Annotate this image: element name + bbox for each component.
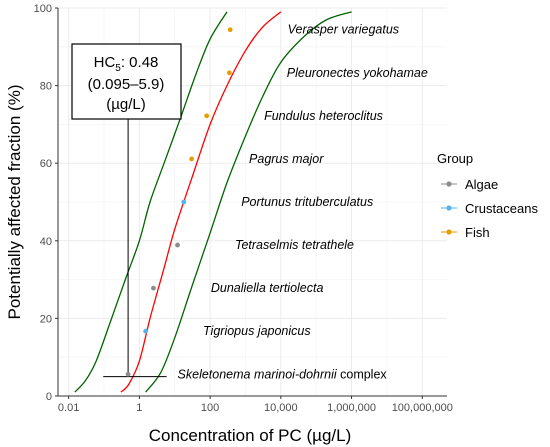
curves — [74, 11, 352, 393]
hc5-annotation: HC5: 0.48 (0.095–5.9) (µg/L) — [71, 43, 182, 120]
y-tick-label: 60 — [40, 158, 52, 170]
hc5-subscript: 5 — [115, 63, 121, 74]
hc5-unit: (µg/L) — [106, 96, 146, 113]
species-point — [181, 199, 187, 205]
y-tick-label: 40 — [40, 236, 52, 248]
axes: 0.01 1 100 10,000 1,000,000 100,000,000 0 20 40 6… — [34, 3, 453, 414]
species-label: Tetraselmis tetrathele — [235, 238, 354, 252]
lower-confidence-curve — [74, 11, 228, 393]
svg-text:HC5: 0.48: HC5: 0.48 — [94, 54, 159, 74]
legend-key-dot — [446, 181, 452, 187]
hc5-lines — [103, 119, 167, 378]
species-point — [227, 27, 233, 33]
legend: Group Algae Crustaceans Fish — [437, 151, 538, 240]
y-tick-label: 20 — [40, 313, 52, 325]
species-label: Skeletonema marinoi-dohrnii complex — [178, 367, 388, 381]
y-tick-label: 80 — [40, 81, 52, 93]
species-labels: Skeletonema marinoi-dohrnii complex Tigri… — [178, 23, 428, 382]
legend-label: Algae — [465, 177, 498, 192]
species-label: Dunaliella tertiolecta — [211, 281, 324, 295]
x-tick-label: 0.01 — [58, 402, 79, 414]
species-label: Fundulus heteroclitus — [264, 109, 383, 123]
legend-label: Fish — [465, 225, 490, 240]
x-axis-title: Concentration of PC (µg/L) — [149, 426, 352, 445]
x-tick-label: 10,000 — [264, 402, 298, 414]
hc5-value: : 0.48 — [121, 54, 159, 71]
species-point — [226, 70, 232, 76]
y-tick-label: 0 — [46, 391, 52, 403]
species-point — [204, 113, 210, 119]
species-point — [151, 285, 156, 291]
species-point — [189, 156, 195, 162]
x-tick-label: 100 — [201, 402, 219, 414]
species-label: Verasper variegatus — [288, 23, 399, 37]
legend-label: Crustaceans — [465, 201, 538, 216]
y-axis-title: Potentially affected fraction (%) — [5, 85, 24, 320]
species-point — [175, 242, 180, 248]
legend-key-dot — [446, 205, 452, 211]
species-point — [125, 371, 131, 377]
species-label: Pagrus major — [249, 152, 324, 166]
x-tick-label: 1,000,000 — [327, 402, 376, 414]
fitted-ssd-curve — [120, 11, 282, 393]
hc5-label: HC — [94, 54, 116, 71]
upper-confidence-curve — [145, 11, 352, 393]
grid — [58, 7, 447, 397]
species-points — [125, 27, 233, 377]
legend-key-dot — [446, 229, 452, 235]
y-tick-label: 100 — [34, 3, 52, 15]
hc5-ci: (0.095–5.9) — [88, 76, 165, 93]
species-label: Tigriopus japonicus — [203, 324, 311, 338]
legend-items: Algae Crustaceans Fish — [441, 177, 538, 240]
hc5-box — [71, 43, 182, 120]
legend-title: Group — [437, 151, 473, 166]
species-point — [143, 328, 149, 334]
x-tick-label: 100,000,000 — [392, 402, 453, 414]
species-label: Pleuronectes yokohamae — [287, 66, 428, 80]
x-tick-label: 1 — [136, 402, 142, 414]
species-label: Portunus trituberculatus — [241, 195, 373, 209]
